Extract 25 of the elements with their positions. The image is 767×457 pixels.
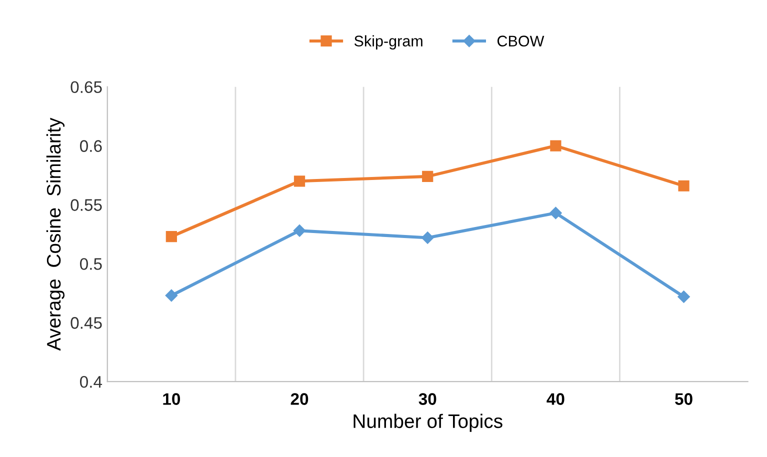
y-tick-label: 0.65 <box>70 81 102 94</box>
x-tick-label: 40 <box>546 393 564 405</box>
point <box>550 206 562 220</box>
point <box>422 170 434 182</box>
x-tick-label: 10 <box>163 393 180 405</box>
point <box>678 290 690 303</box>
x-tick-label: 50 <box>675 393 692 405</box>
point <box>422 232 434 244</box>
point <box>678 180 690 192</box>
y-tick-label: 0.6 <box>80 140 102 152</box>
x-axis-title: Number of Topics <box>354 414 502 432</box>
point <box>550 140 562 152</box>
legend-label: CBOW <box>497 36 544 46</box>
point <box>166 231 177 242</box>
point <box>293 224 306 237</box>
y-tick-label: 0.5 <box>80 258 102 270</box>
point <box>165 289 178 302</box>
x-tick-label: 30 <box>418 393 436 405</box>
y-tick-label: 0.4 <box>80 376 102 388</box>
legend-label: Skip-gram <box>354 35 422 50</box>
y-tick-label: 0.55 <box>70 199 102 211</box>
point <box>294 176 306 187</box>
x-tick-label: 20 <box>290 393 308 405</box>
y-tick-label: 0.45 <box>70 317 102 329</box>
y-axis-title: Average Cosine Similarity <box>46 118 65 351</box>
